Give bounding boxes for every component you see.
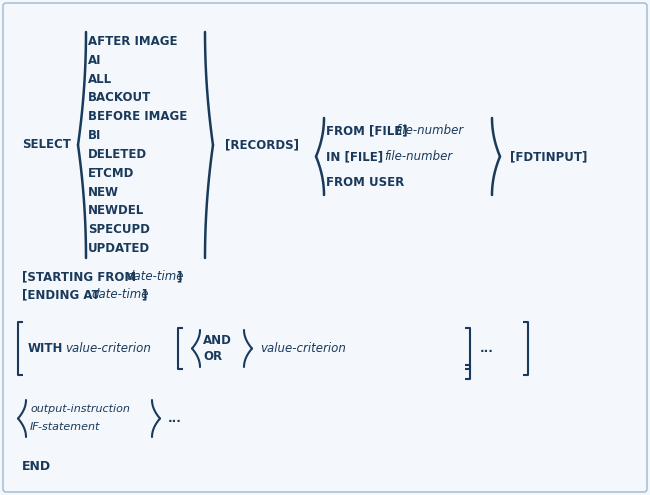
Text: SELECT: SELECT <box>22 139 71 151</box>
Text: FROM USER: FROM USER <box>326 176 404 189</box>
Text: output-instruction: output-instruction <box>30 404 130 414</box>
Text: [ENDING AT: [ENDING AT <box>22 289 108 301</box>
Text: UPDATED: UPDATED <box>88 242 150 255</box>
FancyBboxPatch shape <box>3 3 647 492</box>
Text: value-criterion: value-criterion <box>65 342 151 355</box>
Text: BACKOUT: BACKOUT <box>88 92 151 104</box>
Text: NEW: NEW <box>88 186 119 198</box>
Text: DELETED: DELETED <box>88 148 147 161</box>
Text: NEWDEL: NEWDEL <box>88 204 144 217</box>
Text: IF-statement: IF-statement <box>30 423 100 433</box>
Text: IN [FILE]: IN [FILE] <box>326 150 387 163</box>
Text: BI: BI <box>88 129 101 142</box>
Text: ]: ] <box>141 289 146 301</box>
Text: [FDTINPUT]: [FDTINPUT] <box>510 150 588 163</box>
Text: ETCMD: ETCMD <box>88 167 135 180</box>
Text: ALL: ALL <box>88 73 112 86</box>
Text: ...: ... <box>480 342 494 355</box>
Text: date-time: date-time <box>126 270 184 284</box>
Text: OR: OR <box>203 349 222 362</box>
Text: AND: AND <box>203 335 232 347</box>
Text: FROM [FILE]: FROM [FILE] <box>326 124 411 137</box>
Text: ]: ] <box>176 270 181 284</box>
Text: AI: AI <box>88 54 101 67</box>
Text: SPECUPD: SPECUPD <box>88 223 150 236</box>
Text: [RECORDS]: [RECORDS] <box>225 139 299 151</box>
Text: file-number: file-number <box>396 124 464 137</box>
Text: AFTER IMAGE: AFTER IMAGE <box>88 35 177 48</box>
Text: date-time: date-time <box>92 289 149 301</box>
Text: END: END <box>22 459 51 473</box>
Text: value-criterion: value-criterion <box>260 342 346 355</box>
Text: [STARTING FROM: [STARTING FROM <box>22 270 148 284</box>
Text: file-number: file-number <box>384 150 452 163</box>
Text: ...: ... <box>168 412 182 425</box>
Text: BEFORE IMAGE: BEFORE IMAGE <box>88 110 187 123</box>
Text: WITH: WITH <box>28 342 64 355</box>
